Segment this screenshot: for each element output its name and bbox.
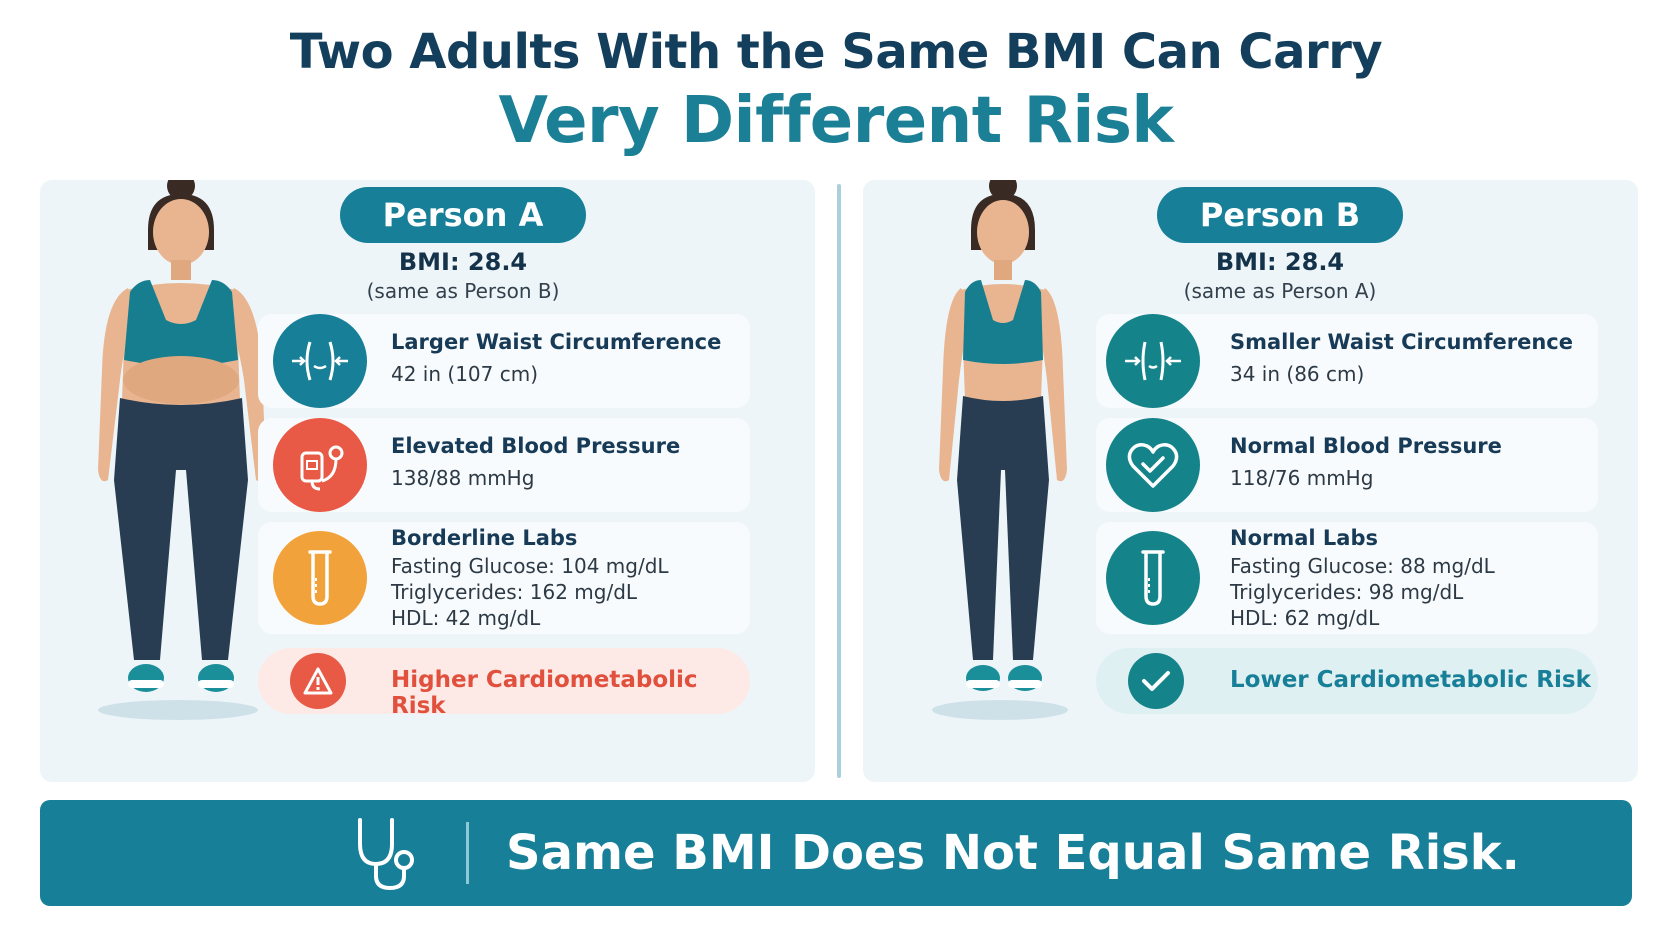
banner-separator [466, 822, 469, 884]
warning-icon [290, 653, 346, 709]
blood-pressure-cuff-icon [273, 418, 367, 512]
person-b-labs-line: HDL: 62 mg/dL [1230, 606, 1380, 630]
person-a-waist-value: 42 in (107 cm) [391, 362, 539, 386]
stethoscope-icon [358, 818, 414, 891]
person-a-bmi-note: (same as Person B) [366, 279, 560, 303]
person-a-figure-illustration [98, 180, 266, 720]
person-b-labs-card: Normal Labs Fasting Glucose: 88 mg/dL Tr… [1096, 522, 1598, 634]
person-a-bp-value: 138/88 mmHg [391, 466, 535, 490]
heart-check-icon [1106, 418, 1200, 512]
person-b-panel: Person B BMI: 28.4 (same as Person A) Sm… [863, 180, 1638, 782]
person-b-label: Person B [1157, 187, 1403, 243]
person-a-labs-line: Fasting Glucose: 104 mg/dL [391, 554, 669, 578]
person-b-risk-bar: Lower Cardiometabolic Risk [1096, 648, 1598, 714]
person-b-figure-illustration [932, 180, 1068, 720]
person-b-waist-value: 34 in (86 cm) [1230, 362, 1365, 386]
person-b-labs-line: Fasting Glucose: 88 mg/dL [1230, 554, 1495, 578]
bottom-banner: Same BMI Does Not Equal Same Risk. [40, 800, 1632, 906]
person-a-labs-title: Borderline Labs [391, 526, 578, 550]
test-tube-icon [1106, 531, 1200, 625]
person-a-panel: Person A BMI: 28.4 (same as Person B) La… [40, 180, 815, 782]
title-line-1: Two Adults With the Same BMI Can Carry [289, 24, 1383, 80]
person-b-bp-value: 118/76 mmHg [1230, 466, 1374, 490]
person-b-bmi: BMI: 28.4 [1215, 248, 1345, 276]
person-a-labs-line: HDL: 42 mg/dL [391, 606, 541, 630]
person-a-risk-text: Higher Cardiometabolic Risk [391, 667, 698, 719]
person-a-bmi: BMI: 28.4 [398, 248, 528, 276]
title: Two Adults With the Same BMI Can Carry V… [0, 22, 1672, 156]
test-tube-icon [273, 531, 367, 625]
person-b-risk-text: Lower Cardiometabolic Risk [1230, 667, 1591, 693]
person-a-labs-line: Triglycerides: 162 mg/dL [391, 580, 638, 604]
person-a-labs-card: Borderline Labs Fasting Glucose: 104 mg/… [258, 522, 750, 634]
person-a-bp-title: Elevated Blood Pressure [391, 434, 681, 458]
person-a-risk-bar: Higher Cardiometabolic Risk [258, 648, 750, 719]
person-b-labs-title: Normal Labs [1230, 526, 1379, 550]
person-b-waist-title: Smaller Waist Circumference [1230, 330, 1573, 354]
person-b-labs-line: Triglycerides: 98 mg/dL [1230, 580, 1464, 604]
person-b-bp-title: Normal Blood Pressure [1230, 434, 1502, 458]
person-a-bp-card: Elevated Blood Pressure 138/88 mmHg [258, 418, 750, 512]
panel-divider [837, 184, 841, 778]
person-a-waist-title: Larger Waist Circumference [391, 330, 722, 354]
person-b-bp-card: Normal Blood Pressure 118/76 mmHg [1096, 418, 1598, 512]
person-a-label: Person A [340, 187, 586, 243]
waist-measure-icon [273, 314, 367, 408]
title-line-2: Very Different Risk [498, 84, 1174, 158]
banner-text: Same BMI Does Not Equal Same Risk. [506, 825, 1520, 881]
waist-measure-icon [1106, 314, 1200, 408]
person-a-waist-card: Larger Waist Circumference 42 in (107 cm… [258, 314, 750, 408]
checkmark-icon [1128, 653, 1184, 709]
person-b-waist-card: Smaller Waist Circumference 34 in (86 cm… [1096, 314, 1598, 408]
person-b-bmi-note: (same as Person A) [1183, 279, 1377, 303]
